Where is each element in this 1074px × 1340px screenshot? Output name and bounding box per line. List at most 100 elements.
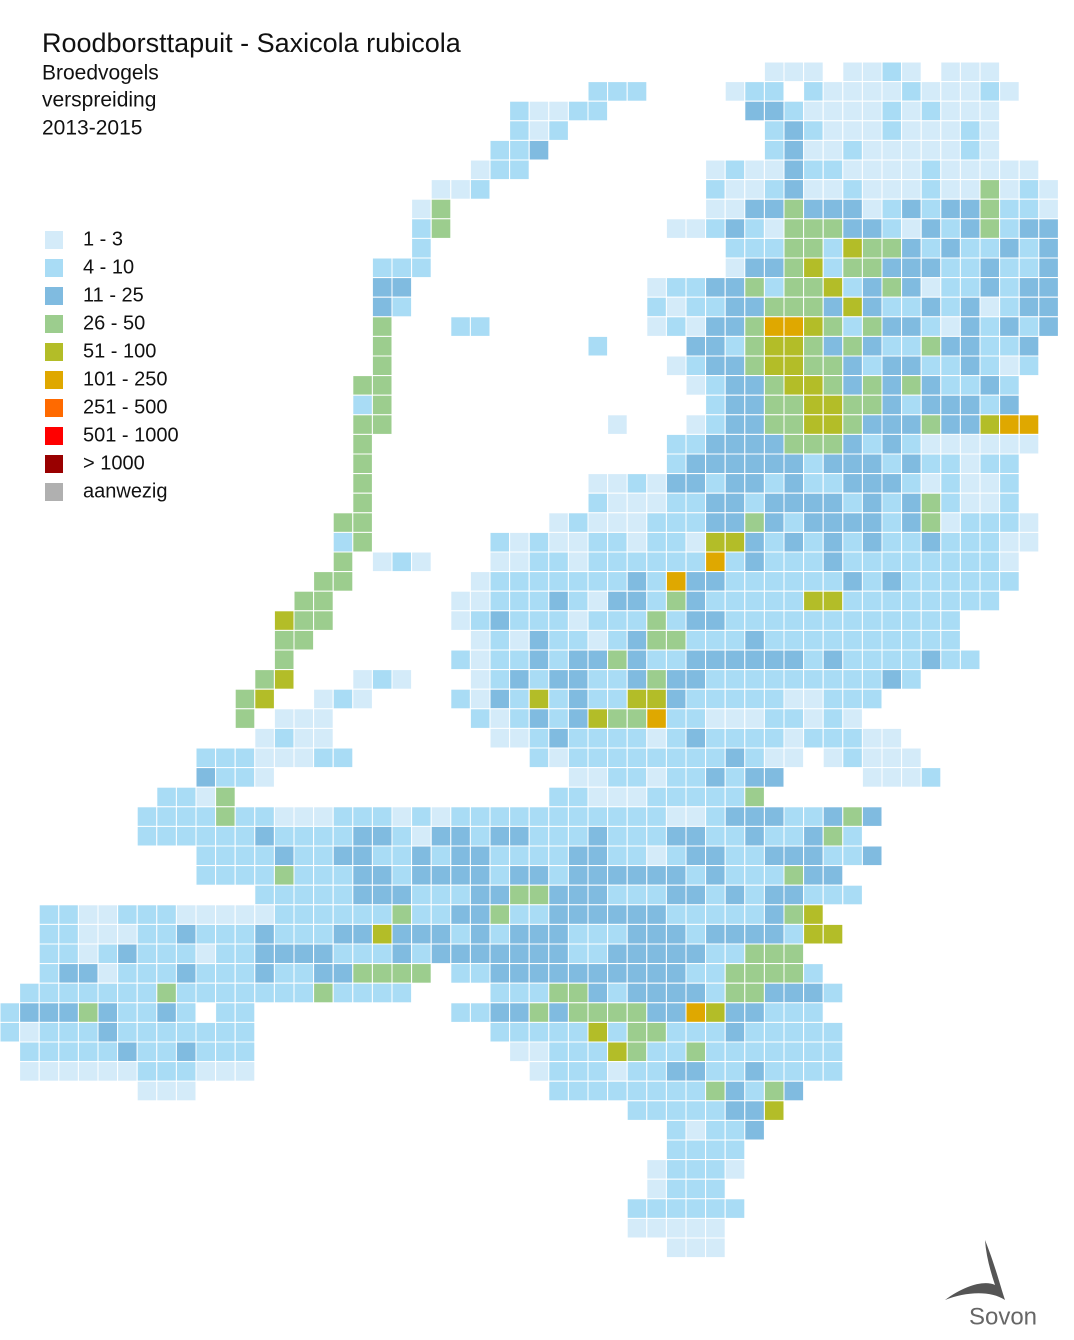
grid-cell [783, 923, 805, 945]
grid-cell [626, 492, 648, 514]
grid-cell [332, 571, 354, 592]
grid-cell [822, 806, 844, 827]
grid-cell [744, 727, 765, 749]
grid-cell [215, 825, 236, 847]
grid-cell [744, 884, 765, 906]
grid-cell [940, 335, 961, 357]
legend-label: aanwezig [83, 480, 168, 502]
grid-cell [489, 806, 511, 827]
grid-cell [371, 963, 393, 984]
grid-cell [587, 727, 609, 749]
grid-cell [0, 1002, 21, 1023]
grid-cell [665, 865, 687, 886]
grid-cell [685, 473, 707, 494]
grid-cell [293, 865, 315, 886]
grid-cell [842, 610, 863, 631]
grid-cell [548, 688, 569, 710]
grid-cell [548, 590, 569, 612]
grid-cell [705, 179, 726, 200]
grid-cell [567, 1002, 589, 1023]
grid-cell [234, 708, 256, 729]
grid-cell [881, 629, 903, 651]
grid-cell [705, 355, 726, 377]
grid-cell [195, 982, 217, 1004]
grid-cell [156, 1061, 177, 1082]
grid-cell [803, 492, 824, 514]
grid-cell [822, 727, 844, 749]
grid-cell [450, 865, 471, 886]
grid-cell [293, 904, 315, 925]
grid-cell [744, 179, 765, 200]
grid-cell [548, 1061, 569, 1082]
grid-cell [489, 923, 511, 945]
grid-cell [469, 688, 491, 710]
grid-cell [940, 394, 961, 416]
grid-cell [685, 551, 707, 573]
grid-cell [548, 571, 569, 592]
grid-cell [901, 179, 922, 200]
grid-cell [293, 884, 315, 906]
grid-cell [901, 81, 922, 102]
grid-cell [685, 982, 707, 1004]
grid-cell [77, 982, 99, 1004]
grid-cell [607, 806, 628, 827]
grid-cell [587, 1002, 609, 1023]
grid-cell [705, 884, 726, 906]
grid-cell [685, 708, 707, 729]
grid-cell [842, 727, 863, 749]
grid-cell [371, 865, 393, 886]
grid-cell [685, 688, 707, 710]
grid-cell [646, 610, 667, 631]
grid-cell [744, 963, 765, 984]
grid-cell [646, 708, 667, 729]
grid-cell [803, 296, 824, 318]
grid-cell [803, 473, 824, 494]
grid-cell [646, 1041, 667, 1063]
grid-cell [273, 865, 295, 886]
grid-cell [156, 1041, 177, 1063]
grid-cell [881, 198, 903, 220]
grid-cell [959, 433, 981, 455]
grid-cell [763, 1002, 785, 1023]
grid-cell [97, 904, 119, 925]
grid-cell [783, 806, 805, 827]
grid-cell [979, 120, 1001, 141]
grid-cell [77, 1002, 99, 1023]
grid-cell [567, 806, 589, 827]
grid-cell [861, 649, 883, 671]
grid-cell [665, 531, 687, 553]
grid-cell [215, 1061, 236, 1082]
grid-cell [763, 492, 785, 514]
grid-cell [528, 1061, 550, 1082]
grid-cell [744, 198, 765, 220]
grid-cell [509, 1041, 530, 1063]
grid-cell [803, 629, 824, 651]
grid-cell [411, 904, 432, 925]
grid-cell [783, 61, 805, 83]
grid-cell [861, 747, 883, 769]
grid-cell [509, 159, 530, 181]
grid-cell [979, 355, 1001, 377]
grid-cell [705, 433, 726, 455]
legend-label: 4 - 10 [83, 256, 134, 278]
grid-cell [509, 590, 530, 612]
grid-cell [332, 512, 354, 533]
grid-cell [783, 629, 805, 651]
grid-cell [665, 982, 687, 1004]
grid-cell [842, 551, 863, 573]
grid-cell [97, 1021, 119, 1043]
grid-cell [391, 257, 413, 279]
grid-cell [901, 61, 922, 83]
grid-cell [1018, 335, 1040, 357]
grid-cell [822, 688, 844, 710]
grid-cell [646, 649, 667, 671]
grid-cell [822, 139, 844, 161]
grid-cell [567, 845, 589, 867]
grid-cell [705, 590, 726, 612]
grid-cell [744, 159, 765, 181]
legend-swatch [45, 455, 63, 473]
grid-cell [685, 610, 707, 631]
grid-cell [313, 727, 334, 749]
grid-cell [332, 943, 354, 965]
grid-cell [822, 982, 844, 1004]
